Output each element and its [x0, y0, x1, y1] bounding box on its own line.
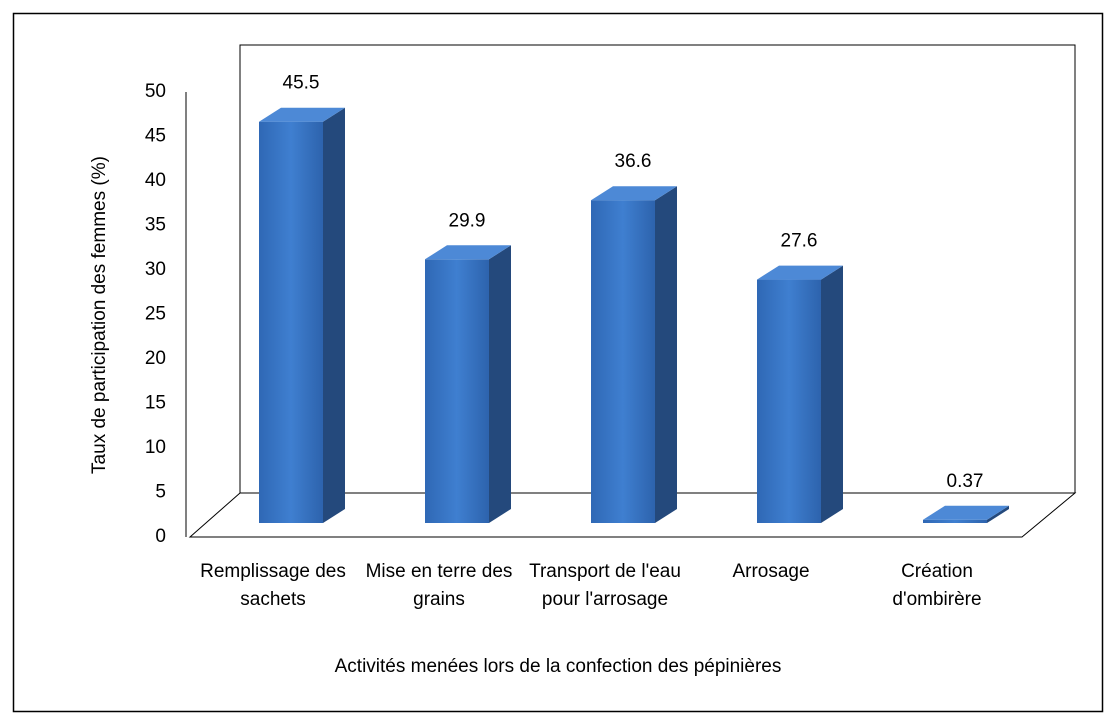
- bar: [591, 186, 677, 524]
- y-axis-title: Taux de participation des femmes (%): [89, 156, 110, 474]
- y-tick-label: 15: [145, 393, 166, 414]
- x-tick-label: Transport de l'eau pour l'arrosage: [529, 561, 681, 610]
- bar-front: [425, 259, 489, 523]
- x-axis-title: Activités menées lors de la confection d…: [334, 656, 782, 677]
- x-tick-label: Mise en terre des grains: [365, 561, 513, 610]
- y-tick-label: 0: [155, 526, 166, 547]
- x-tick-label: Arrosage: [732, 561, 810, 582]
- y-tick-label: 10: [145, 437, 166, 458]
- value-label: 36.6: [615, 151, 652, 172]
- bar: [425, 245, 511, 524]
- bar-top: [923, 505, 1009, 520]
- bar: [259, 107, 345, 523]
- y-tick-label: 35: [145, 215, 166, 236]
- y-tick-label: 30: [145, 259, 166, 280]
- bar-top: [757, 265, 843, 280]
- bar: [757, 265, 843, 523]
- y-tick-label: 50: [145, 81, 166, 102]
- bar-front: [259, 121, 323, 523]
- value-label: 0.37: [947, 471, 984, 492]
- bar-side: [655, 186, 677, 524]
- bar-top: [591, 186, 677, 201]
- bar-front: [923, 519, 987, 523]
- y-tick-label: 20: [145, 348, 166, 369]
- bar-top: [259, 107, 345, 122]
- x-tick-label: Remplissage des sachets: [200, 561, 346, 610]
- bar-front: [591, 200, 655, 524]
- bar-side: [987, 505, 1009, 523]
- bar-side: [323, 107, 345, 523]
- y-tick-label: 25: [145, 304, 166, 325]
- y-tick-label: 5: [155, 482, 166, 503]
- bar-side: [821, 265, 843, 523]
- value-label: 27.6: [781, 231, 818, 252]
- back-wall: [239, 44, 1076, 493]
- bar-front: [757, 279, 821, 523]
- bar-top: [425, 245, 511, 260]
- y-tick-label: 45: [145, 126, 166, 147]
- bar-side: [489, 245, 511, 524]
- bar: [923, 505, 1009, 523]
- value-label: 45.5: [283, 73, 320, 94]
- value-label: 29.9: [449, 210, 486, 231]
- frame: [12, 12, 1104, 713]
- y-tick-label: 40: [145, 170, 166, 191]
- x-tick-label: Création d'ombirère: [892, 561, 982, 610]
